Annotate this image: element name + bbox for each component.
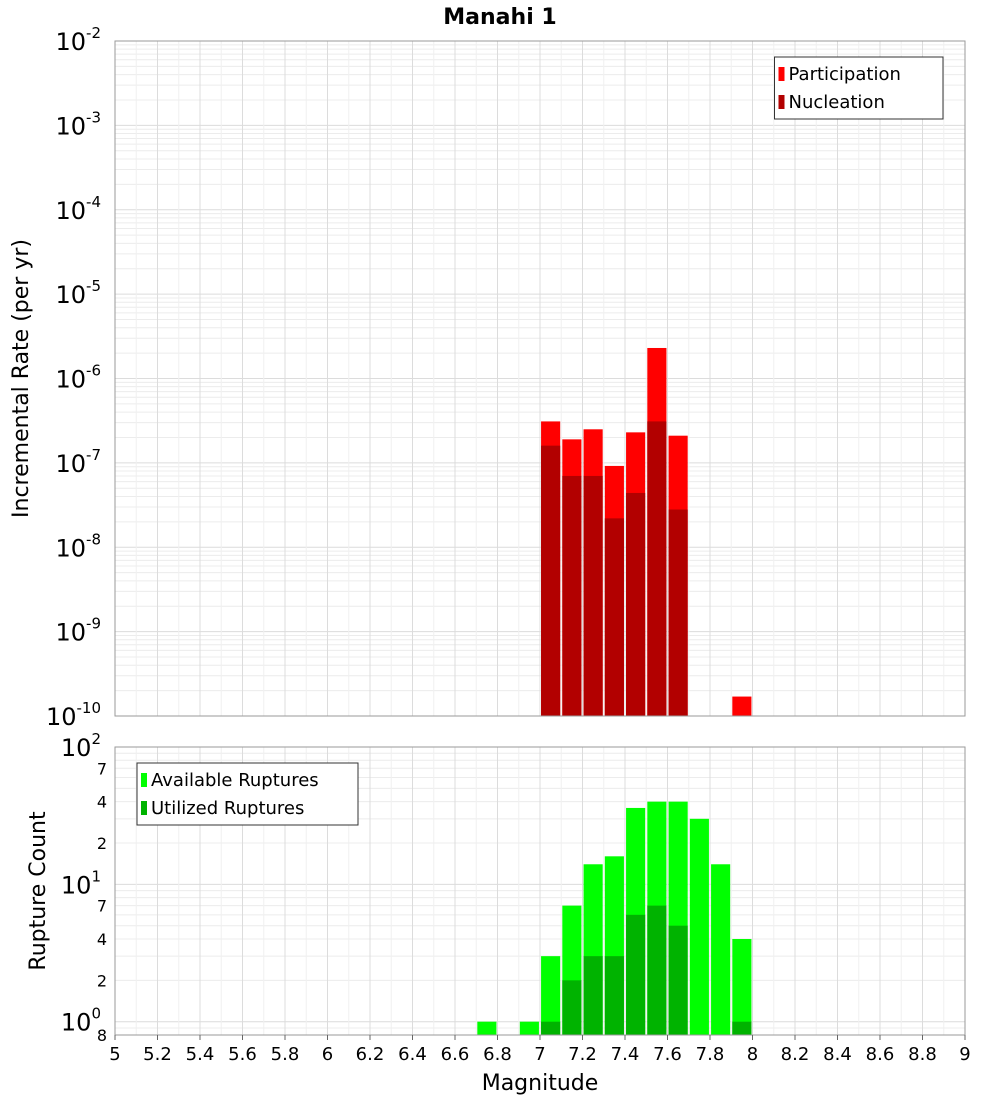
x-tick-label: 9 xyxy=(959,1044,970,1065)
x-tick-label: 8 xyxy=(747,1044,758,1065)
bar-utilized-ruptures xyxy=(732,1021,752,1035)
x-tick-label: 8.8 xyxy=(908,1044,937,1065)
y-tick-label: 10-9 xyxy=(55,615,101,647)
x-tick-label: 7.8 xyxy=(696,1044,725,1065)
x-tick-label: 5.4 xyxy=(186,1044,215,1065)
x-tick-label: 6.4 xyxy=(398,1044,427,1065)
x-tick-label: 7 xyxy=(534,1044,545,1065)
y-tick-label: 10-8 xyxy=(55,530,101,562)
x-tick-label: 7.2 xyxy=(568,1044,597,1065)
bar-utilized-ruptures xyxy=(541,1021,561,1035)
x-tick-label: 5.6 xyxy=(228,1044,257,1065)
x-tick-label: 6.6 xyxy=(441,1044,470,1065)
bar-utilized-ruptures xyxy=(604,956,624,1035)
bars-count xyxy=(477,801,752,1035)
bar-participation xyxy=(732,696,752,716)
y-tick-label: 101 xyxy=(61,867,101,899)
legend-swatch xyxy=(141,773,147,787)
y-axis-label-rate: Incremental Rate (per yr) xyxy=(9,239,34,518)
x-tick-label: 6 xyxy=(322,1044,333,1065)
bar-available-ruptures xyxy=(711,864,731,1035)
x-tick-label: 5 xyxy=(109,1044,120,1065)
chart-title: Manahi 1 xyxy=(443,5,556,30)
x-axis: 5 5.2 5.4 5.6 5.8 6 6.2 6.4 6.6 6.8 7 7.2 7.4 7.6 7.8 8… xyxy=(109,1035,971,1065)
y-tick-label: 7 xyxy=(97,897,107,916)
bars-rate xyxy=(541,347,752,716)
legend-label: Available Ruptures xyxy=(151,770,319,791)
bar-available-ruptures xyxy=(689,818,709,1035)
legend-label: Utilized Ruptures xyxy=(151,798,304,819)
x-tick-label: 7.6 xyxy=(653,1044,682,1065)
bar-available-ruptures xyxy=(519,1021,539,1035)
y-tick-label: 10-6 xyxy=(55,362,101,394)
y-tick-label: 8 xyxy=(97,1026,107,1045)
x-tick-label: 6.8 xyxy=(483,1044,512,1065)
legend-swatch xyxy=(141,801,147,815)
y-tick-label: 4 xyxy=(97,793,107,812)
y-tick-label: 4 xyxy=(97,930,107,949)
x-tick-label: 8.2 xyxy=(781,1044,810,1065)
bar-nucleation xyxy=(541,445,561,716)
grid-rate xyxy=(114,40,966,717)
bar-nucleation xyxy=(647,421,667,716)
bar-available-ruptures xyxy=(477,1021,497,1035)
x-axis-label: Magnitude xyxy=(482,1071,599,1096)
y-tick-label: 10-2 xyxy=(55,24,101,56)
y-axis-rate: 10-10 10-9 10-8 10-7 10-6 10-5 10-4 10-3 10-2 xyxy=(46,24,101,731)
x-tick-label: 5.8 xyxy=(271,1044,300,1065)
legend-box xyxy=(136,762,359,826)
bar-utilized-ruptures xyxy=(668,925,688,1035)
bar-utilized-ruptures xyxy=(647,905,667,1035)
bar-nucleation xyxy=(604,518,624,716)
legend-swatch xyxy=(778,67,785,81)
legend-swatch xyxy=(778,95,785,109)
bar-utilized-ruptures xyxy=(562,980,582,1035)
legend-rate: Participation Nucleation xyxy=(774,56,944,120)
y-tick-label: 10-5 xyxy=(55,277,101,309)
x-tick-label: 6.2 xyxy=(356,1044,385,1065)
bar-nucleation xyxy=(562,475,582,716)
legend-label: Nucleation xyxy=(789,92,885,113)
bar-utilized-ruptures xyxy=(583,956,603,1035)
y-tick-label: 7 xyxy=(97,759,107,778)
x-tick-label: 7.4 xyxy=(611,1044,640,1065)
y-tick-label: 2 xyxy=(97,834,107,853)
bar-nucleation xyxy=(668,509,688,716)
y-tick-label: 102 xyxy=(61,730,101,762)
bar-available-ruptures xyxy=(541,956,561,1035)
legend-box xyxy=(774,56,944,120)
y-tick-label: 10-7 xyxy=(55,446,101,478)
x-tick-label: 8.4 xyxy=(823,1044,852,1065)
bar-utilized-ruptures xyxy=(626,914,646,1035)
bar-available-ruptures xyxy=(732,939,752,1035)
y-tick-label: 100 xyxy=(61,1005,101,1037)
y-tick-label: 10-4 xyxy=(55,193,101,225)
y-tick-label: 10-3 xyxy=(55,108,101,140)
bar-nucleation xyxy=(583,475,603,716)
plot-border-rate xyxy=(114,40,966,717)
y-tick-label: 10-10 xyxy=(46,699,101,731)
x-tick-label: 5.2 xyxy=(143,1044,172,1065)
rate-panel: 10-10 10-9 10-8 10-7 10-6 10-5 10-4 10-3 10-2 Inc… xyxy=(9,24,966,731)
y-tick-label: 2 xyxy=(97,971,107,990)
legend-label: Participation xyxy=(789,64,901,85)
legend-count: Available Ruptures Utilized Ruptures xyxy=(136,762,359,826)
bar-nucleation xyxy=(626,492,646,716)
y-axis-label-count: Rupture Count xyxy=(26,811,51,971)
x-tick-label: 8.6 xyxy=(866,1044,895,1065)
